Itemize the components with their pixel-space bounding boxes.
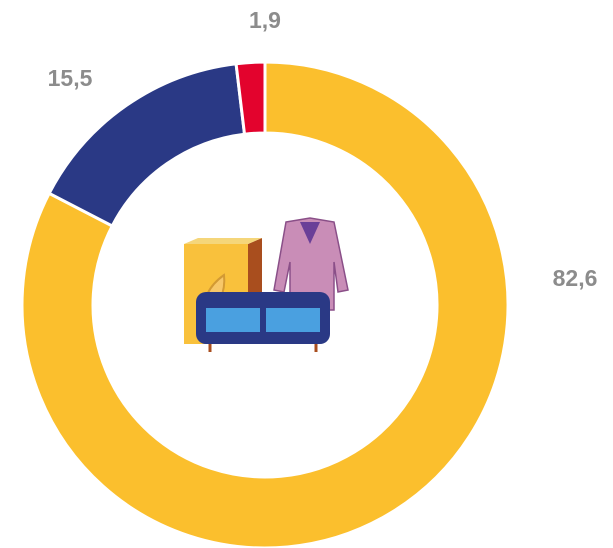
- data-label: 15,5: [48, 65, 93, 91]
- data-label: 1,9: [249, 7, 281, 33]
- center-icon: [184, 218, 348, 352]
- chart: 82,6 15,5 1,9: [0, 0, 613, 548]
- data-label: 82,6: [553, 265, 598, 291]
